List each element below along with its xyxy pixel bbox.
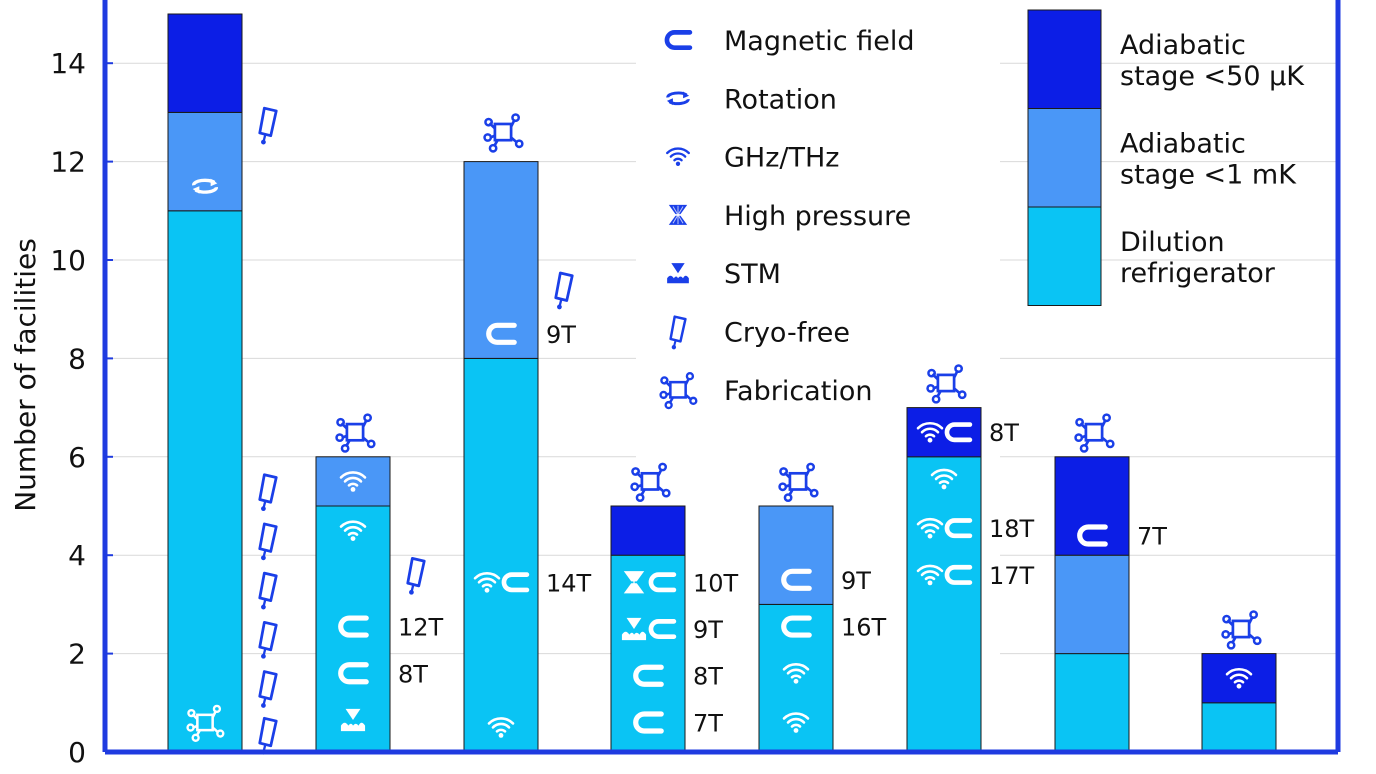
field-label: 8T bbox=[398, 660, 428, 688]
y-tick-label: 6 bbox=[68, 441, 86, 474]
field-label: 7T bbox=[693, 709, 723, 737]
legend-label: Rotation bbox=[724, 84, 837, 115]
legend-label: Magnetic field bbox=[724, 26, 914, 57]
fab-icon bbox=[1074, 413, 1115, 453]
field-label: 10T bbox=[693, 569, 739, 597]
field-label: 9T bbox=[841, 567, 871, 595]
bar-segment bbox=[1054, 554, 1130, 655]
fab-icon bbox=[926, 364, 967, 404]
cryo-icon bbox=[554, 271, 574, 311]
bar-segment bbox=[463, 357, 539, 753]
bar-segment bbox=[167, 111, 243, 212]
legend-label: GHz/THz bbox=[724, 143, 839, 174]
fab-icon bbox=[1221, 610, 1262, 650]
legend-label: Cryo-free bbox=[724, 318, 850, 349]
bar-segment bbox=[906, 407, 982, 458]
fab-icon bbox=[483, 113, 524, 153]
field-label: 18T bbox=[989, 515, 1035, 543]
bar-segment bbox=[610, 505, 686, 556]
legend-series-label: stage <1 mK bbox=[1120, 160, 1297, 191]
legend-label: Fabrication bbox=[724, 376, 872, 407]
annotations: 12T 8T 9T 14T 10T 9T 8T 7T 9T 16T 8T 18T 17T 7T bbox=[186, 106, 1262, 757]
y-tick-label: 8 bbox=[68, 342, 86, 375]
field-label: 8T bbox=[989, 419, 1019, 447]
y-tick-label: 12 bbox=[50, 146, 86, 179]
anvil-icon bbox=[668, 204, 688, 226]
legend-series-label: Adiabatic bbox=[1120, 30, 1246, 61]
stm-icon bbox=[667, 263, 689, 284]
legend-series-label: stage <50 μK bbox=[1120, 61, 1305, 92]
field-label: 12T bbox=[398, 614, 444, 642]
field-label: 8T bbox=[693, 663, 723, 691]
legend-label: STM bbox=[724, 259, 781, 290]
bar-segment bbox=[315, 456, 391, 507]
field-label: 17T bbox=[989, 562, 1035, 590]
cryo-icon bbox=[258, 106, 278, 146]
bar-segment bbox=[1054, 653, 1130, 753]
cryo-icon bbox=[258, 670, 278, 710]
bar-segment bbox=[167, 210, 243, 753]
field-label: 7T bbox=[1137, 523, 1167, 551]
bar-segment bbox=[1201, 653, 1277, 704]
cryo-icon bbox=[258, 571, 278, 611]
bar-segment bbox=[906, 456, 982, 753]
bar-segment bbox=[1054, 456, 1130, 556]
fab-icon bbox=[630, 462, 671, 503]
bar-segment bbox=[167, 13, 243, 113]
cryo-icon bbox=[406, 556, 426, 597]
wifi-icon bbox=[666, 147, 690, 168]
field-label: 9T bbox=[693, 616, 723, 644]
legend-series-label: Dilution bbox=[1120, 227, 1225, 258]
bar-segment bbox=[758, 603, 834, 753]
fab-icon bbox=[335, 413, 376, 453]
cryo-icon bbox=[669, 315, 687, 351]
cryo-icon bbox=[258, 473, 278, 513]
cryo-icon bbox=[258, 716, 278, 757]
y-tick-label: 14 bbox=[50, 47, 86, 80]
legend-swatch bbox=[1027, 108, 1102, 208]
y-tick-label: 4 bbox=[68, 539, 86, 572]
bar-segment bbox=[1201, 702, 1277, 753]
y-tick-label: 2 bbox=[68, 638, 86, 671]
y-tick-label: 10 bbox=[50, 244, 86, 277]
magnet-icon bbox=[667, 32, 690, 47]
legend-series-label: Adiabatic bbox=[1120, 129, 1246, 160]
field-label: 9T bbox=[546, 321, 576, 349]
legend-swatch bbox=[1027, 206, 1102, 306]
legend-series-label: refrigerator bbox=[1120, 258, 1276, 289]
rotation-icon bbox=[665, 89, 691, 107]
bar-segment bbox=[610, 554, 686, 753]
field-label: 14T bbox=[546, 569, 592, 597]
y-tick-label: 0 bbox=[68, 736, 86, 769]
field-label: 16T bbox=[841, 614, 887, 642]
legend-swatch bbox=[1027, 9, 1102, 109]
axes: 0 2 4 6 8 10 12 14 Number of facilities bbox=[9, 0, 1341, 769]
bar-segment bbox=[463, 161, 539, 359]
y-axis-label: Number of facilities bbox=[9, 238, 42, 512]
legend: Magnetic field Rotation GHz/THz High pressu… bbox=[659, 9, 1305, 410]
fab-icon bbox=[778, 462, 819, 503]
fab-icon bbox=[659, 371, 698, 410]
legend-label: High pressure bbox=[724, 201, 911, 232]
